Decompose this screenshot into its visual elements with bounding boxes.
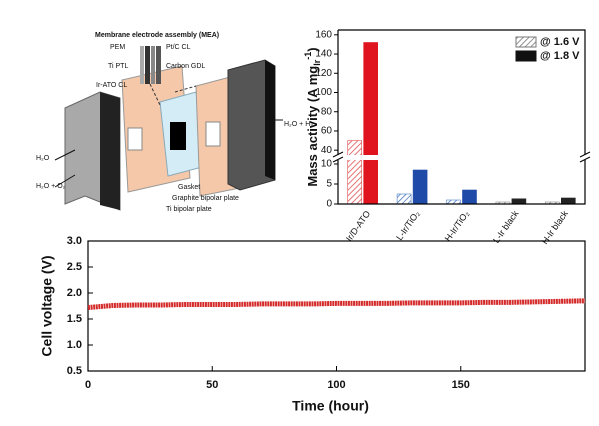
x-tick-label: Ir/D-ATO xyxy=(344,209,372,244)
mea-layer xyxy=(151,46,155,84)
y-tick-label: 1.5 xyxy=(67,313,82,325)
label: Pt/C CL xyxy=(166,44,191,51)
label: Membrane electrode assembly (MEA) xyxy=(95,32,219,39)
gasket-window xyxy=(127,127,143,151)
y-axis-label: Mass activity (A mgIr-1) xyxy=(303,47,322,186)
y-tick-label: 3.0 xyxy=(67,235,82,247)
label: Carbon GDL xyxy=(166,63,205,70)
graphite-plate-edge xyxy=(265,60,275,180)
label: Ti bipolar plate xyxy=(166,206,212,213)
y-axis-label-part: Mass activity (A mg xyxy=(305,66,320,187)
gasket-window-2 xyxy=(205,121,221,147)
flow-arrow xyxy=(54,119,283,188)
bar xyxy=(396,193,412,205)
bar xyxy=(347,140,363,205)
y-tick-label: 10 xyxy=(321,159,333,170)
label: Ti PTL xyxy=(108,63,128,70)
x-tick-label: 0 xyxy=(85,379,91,391)
break-mark xyxy=(332,151,591,163)
x-tick-label: L-Ir black xyxy=(491,208,521,244)
y-tick-label: 100 xyxy=(315,87,332,98)
bar xyxy=(363,42,379,205)
label: PEM xyxy=(110,44,125,51)
x-tick-label: L-Ir/TiO₂ xyxy=(394,208,422,242)
y-tick-label: 60 xyxy=(321,126,333,137)
legend-label: @ 1.6 V xyxy=(540,36,580,48)
label: Ir-ATO CL xyxy=(96,82,127,89)
y-tick-label: 40 xyxy=(321,145,333,156)
bar xyxy=(412,169,428,205)
y-tick-label: 1.0 xyxy=(67,339,82,351)
axis-break xyxy=(336,155,587,160)
frame xyxy=(337,29,586,205)
y-tick-label: 120 xyxy=(315,68,332,79)
catalyst-area xyxy=(170,122,186,150)
y-tick-label: 160 xyxy=(315,29,332,40)
label: H₂O xyxy=(36,155,50,162)
bar xyxy=(462,189,477,205)
y-axis-label-part: -1 xyxy=(303,52,313,60)
y-tick-label: 2.5 xyxy=(67,261,82,273)
legend-swatch xyxy=(515,50,537,62)
x-tick-label: 100 xyxy=(327,379,345,391)
x-tick-label: 150 xyxy=(452,379,470,391)
mea-schematic: Membrane electrode assembly (MEA) PEM Pt… xyxy=(36,32,313,213)
label: H₂O + O₂ xyxy=(36,183,66,190)
label: Graphite bipolar plate xyxy=(172,195,239,202)
x-tick-label: H-Ir/TiO₂ xyxy=(443,208,472,243)
mea-layer xyxy=(145,46,150,84)
zoom-line xyxy=(149,83,197,106)
label: Gasket xyxy=(178,184,200,191)
y-tick-label: 0 xyxy=(326,199,332,210)
y-tick-label: 2.0 xyxy=(67,287,82,299)
mea-layer xyxy=(140,46,144,84)
x-tick-label: 50 xyxy=(206,379,218,391)
ti-plate-edge xyxy=(100,92,120,210)
bar xyxy=(560,197,576,205)
label: H₂O + H₂ xyxy=(284,121,313,128)
y-tick-label: 5 xyxy=(326,179,332,190)
x-axis-label: Time (hour) xyxy=(292,398,369,414)
y-axis-label-part: Ir xyxy=(312,59,322,66)
y-tick-label: 80 xyxy=(321,106,333,117)
data-line xyxy=(87,298,586,311)
bar xyxy=(511,198,527,205)
legend-label: @ 1.8 V xyxy=(540,50,580,62)
y-axis-label-part: ) xyxy=(305,47,320,51)
y-tick-label: 140 xyxy=(315,49,332,60)
legend-swatch xyxy=(515,36,537,48)
y-axis-label: Cell voltage (V) xyxy=(39,255,55,356)
mea-layer xyxy=(156,46,161,84)
y-tick-label: 0.5 xyxy=(67,365,82,377)
